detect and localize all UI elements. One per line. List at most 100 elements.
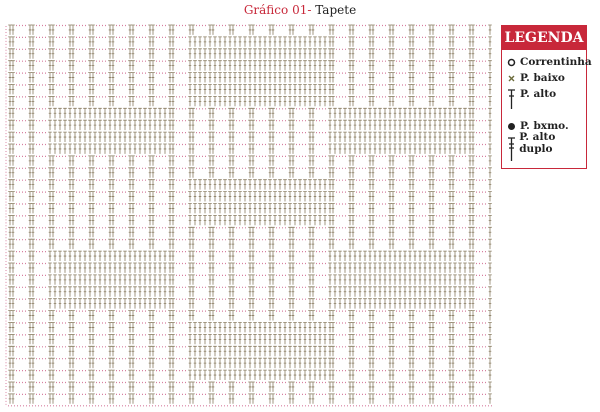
stitch [243, 322, 247, 333]
stitch [283, 345, 287, 357]
stitch [328, 286, 332, 297]
stitch [331, 24, 335, 35]
stitch [191, 155, 195, 166]
stitch [311, 381, 315, 392]
stitch [263, 48, 267, 59]
stitch [203, 357, 207, 369]
stitch [88, 215, 92, 226]
stitch [88, 322, 92, 333]
stitch [233, 36, 237, 47]
stitch [428, 369, 432, 380]
stitch [8, 60, 12, 71]
stitch [231, 262, 235, 273]
stitch [133, 107, 137, 119]
stitch [211, 226, 215, 238]
stitch [323, 36, 327, 47]
stitch [123, 131, 127, 142]
stitch [11, 262, 15, 273]
stitch [343, 143, 347, 154]
stitch [251, 393, 255, 404]
legend: LEGENDA Correntinha P. baixo P. alto P. … [501, 25, 592, 169]
stitch [308, 179, 312, 190]
stitch [98, 274, 102, 285]
stitch [358, 298, 362, 309]
legend-item-single-crochet: P. baixo [507, 72, 565, 84]
stitch [193, 203, 197, 214]
stitch [88, 60, 92, 71]
stitch [248, 310, 252, 321]
stitch [108, 84, 112, 95]
stitch [218, 357, 222, 369]
stitch [448, 369, 452, 380]
stitch [223, 84, 227, 95]
stitch [348, 107, 352, 119]
stitch [28, 36, 32, 47]
stitch [303, 179, 307, 190]
stitch [291, 298, 295, 309]
stitch [378, 143, 382, 154]
stitch [148, 107, 152, 119]
stitch [71, 310, 75, 321]
stitch [443, 298, 447, 309]
stitch [463, 119, 467, 131]
stitch [471, 393, 475, 404]
stitch [431, 381, 435, 392]
stitch [131, 345, 135, 357]
stitch [51, 393, 55, 404]
stitch [28, 60, 32, 71]
stitch [308, 286, 312, 297]
stitch [328, 179, 332, 190]
stitch [51, 167, 55, 178]
stitch [458, 107, 462, 119]
stitch [193, 334, 197, 345]
stitch [268, 167, 272, 178]
stitch [48, 131, 52, 142]
stitch [368, 369, 372, 380]
stitch [273, 345, 277, 357]
stitch [378, 250, 382, 261]
stitch [48, 226, 52, 238]
stitch [228, 36, 232, 47]
stitch [408, 250, 412, 261]
stitch [468, 322, 472, 333]
stitch [108, 238, 112, 250]
stitch [88, 262, 92, 273]
stitch [128, 60, 132, 71]
stitch [198, 322, 202, 333]
stitch [11, 203, 15, 214]
stitch [431, 345, 435, 357]
stitch [98, 262, 102, 273]
stitch [428, 107, 432, 119]
stitch [288, 203, 292, 214]
stitch [91, 60, 95, 71]
stitch [88, 191, 92, 202]
stitch [448, 262, 452, 273]
stitch [348, 238, 352, 250]
stitch [158, 131, 162, 142]
stitch [391, 334, 395, 345]
stitch [148, 262, 152, 273]
stitch [151, 345, 155, 357]
stitch [443, 286, 447, 297]
stitch [328, 72, 332, 83]
stitch [193, 215, 197, 226]
stitch [423, 298, 427, 309]
stitch [273, 179, 277, 190]
stitch [248, 298, 252, 309]
stitch [28, 298, 32, 309]
stitch [28, 393, 32, 404]
stitch [48, 381, 52, 392]
stitch [68, 310, 72, 321]
stitch [11, 96, 15, 107]
stitch [213, 36, 217, 47]
stitch [288, 334, 292, 345]
stitch [78, 262, 82, 273]
stitch [291, 24, 295, 35]
open-circle-icon [507, 58, 516, 66]
stitch [171, 298, 175, 309]
stitch [243, 72, 247, 83]
stitch [391, 357, 395, 369]
stitch [8, 48, 12, 59]
stitch [488, 274, 492, 285]
stitch [213, 48, 217, 59]
